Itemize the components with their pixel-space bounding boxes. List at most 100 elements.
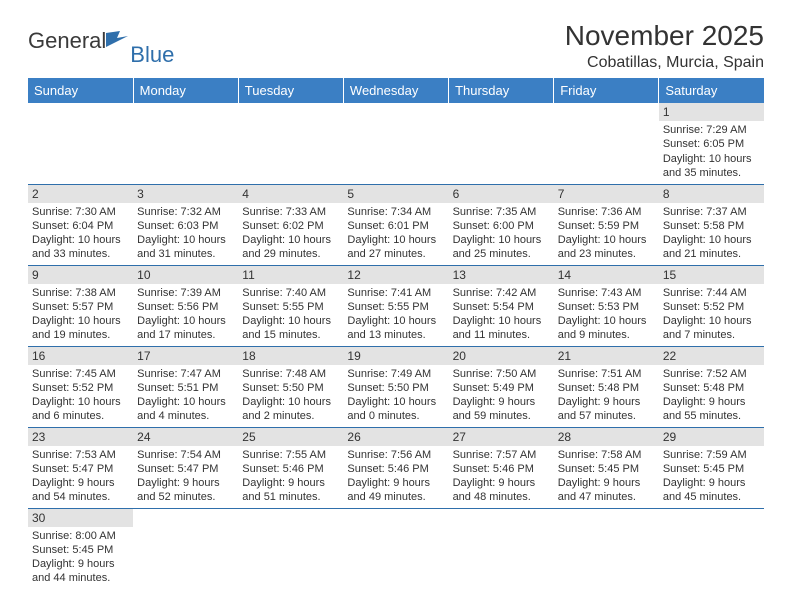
calendar-row: 1Sunrise: 7:29 AMSunset: 6:05 PMDaylight… <box>28 103 764 184</box>
sunset-text: Sunset: 5:53 PM <box>558 300 655 314</box>
daylight-text: Daylight: 10 hours and 11 minutes. <box>453 314 550 342</box>
daylight-text: Daylight: 9 hours and 45 minutes. <box>663 476 760 504</box>
sunset-text: Sunset: 5:51 PM <box>137 381 234 395</box>
calendar-cell <box>133 508 238 589</box>
daylight-text: Daylight: 10 hours and 27 minutes. <box>347 233 444 261</box>
daylight-text: Daylight: 10 hours and 21 minutes. <box>663 233 760 261</box>
calendar-cell <box>238 508 343 589</box>
sunrise-text: Sunrise: 7:34 AM <box>347 205 444 219</box>
daylight-text: Daylight: 9 hours and 44 minutes. <box>32 557 129 585</box>
daylight-text: Daylight: 10 hours and 25 minutes. <box>453 233 550 261</box>
daylight-text: Daylight: 10 hours and 35 minutes. <box>663 152 760 180</box>
day-number <box>343 509 448 513</box>
sunset-text: Sunset: 5:56 PM <box>137 300 234 314</box>
sunrise-text: Sunrise: 7:48 AM <box>242 367 339 381</box>
day-number: 4 <box>238 185 343 203</box>
day-number: 2 <box>28 185 133 203</box>
calendar-cell <box>449 508 554 589</box>
sunset-text: Sunset: 5:46 PM <box>347 462 444 476</box>
sunrise-text: Sunrise: 7:38 AM <box>32 286 129 300</box>
daylight-text: Daylight: 10 hours and 7 minutes. <box>663 314 760 342</box>
day-number <box>659 509 764 513</box>
day-details: Sunrise: 7:58 AMSunset: 5:45 PMDaylight:… <box>554 446 659 506</box>
day-number: 28 <box>554 428 659 446</box>
day-details: Sunrise: 7:33 AMSunset: 6:02 PMDaylight:… <box>238 203 343 263</box>
title-block: November 2025 Cobatillas, Murcia, Spain <box>565 20 764 72</box>
day-number: 1 <box>659 103 764 121</box>
calendar-cell: 5Sunrise: 7:34 AMSunset: 6:01 PMDaylight… <box>343 184 448 265</box>
day-details: Sunrise: 7:30 AMSunset: 6:04 PMDaylight:… <box>28 203 133 263</box>
day-details: Sunrise: 7:40 AMSunset: 5:55 PMDaylight:… <box>238 284 343 344</box>
sunrise-text: Sunrise: 8:00 AM <box>32 529 129 543</box>
day-number <box>343 103 448 107</box>
day-number: 24 <box>133 428 238 446</box>
day-number: 22 <box>659 347 764 365</box>
day-details: Sunrise: 7:47 AMSunset: 5:51 PMDaylight:… <box>133 365 238 425</box>
calendar-body: 1Sunrise: 7:29 AMSunset: 6:05 PMDaylight… <box>28 103 764 589</box>
sunrise-text: Sunrise: 7:49 AM <box>347 367 444 381</box>
day-details: Sunrise: 7:49 AMSunset: 5:50 PMDaylight:… <box>343 365 448 425</box>
calendar-cell <box>28 103 133 184</box>
sunset-text: Sunset: 5:52 PM <box>32 381 129 395</box>
day-details: Sunrise: 7:37 AMSunset: 5:58 PMDaylight:… <box>659 203 764 263</box>
sunset-text: Sunset: 5:59 PM <box>558 219 655 233</box>
day-number: 8 <box>659 185 764 203</box>
sunrise-text: Sunrise: 7:58 AM <box>558 448 655 462</box>
calendar-cell: 27Sunrise: 7:57 AMSunset: 5:46 PMDayligh… <box>449 427 554 508</box>
sunset-text: Sunset: 5:55 PM <box>242 300 339 314</box>
sunrise-text: Sunrise: 7:53 AM <box>32 448 129 462</box>
day-number: 19 <box>343 347 448 365</box>
daylight-text: Daylight: 10 hours and 6 minutes. <box>32 395 129 423</box>
sunset-text: Sunset: 5:45 PM <box>32 543 129 557</box>
sunset-text: Sunset: 5:45 PM <box>663 462 760 476</box>
calendar-cell: 16Sunrise: 7:45 AMSunset: 5:52 PMDayligh… <box>28 346 133 427</box>
weekday-header: Friday <box>554 78 659 103</box>
sunset-text: Sunset: 5:47 PM <box>32 462 129 476</box>
weekday-header: Thursday <box>449 78 554 103</box>
calendar-cell: 17Sunrise: 7:47 AMSunset: 5:51 PMDayligh… <box>133 346 238 427</box>
sunset-text: Sunset: 5:49 PM <box>453 381 550 395</box>
calendar-cell <box>343 103 448 184</box>
sunrise-text: Sunrise: 7:37 AM <box>663 205 760 219</box>
day-details: Sunrise: 7:39 AMSunset: 5:56 PMDaylight:… <box>133 284 238 344</box>
calendar-cell: 30Sunrise: 8:00 AMSunset: 5:45 PMDayligh… <box>28 508 133 589</box>
weekday-header: Saturday <box>659 78 764 103</box>
day-number: 16 <box>28 347 133 365</box>
calendar-row: 9Sunrise: 7:38 AMSunset: 5:57 PMDaylight… <box>28 265 764 346</box>
calendar-cell: 13Sunrise: 7:42 AMSunset: 5:54 PMDayligh… <box>449 265 554 346</box>
day-number: 10 <box>133 266 238 284</box>
sunset-text: Sunset: 5:46 PM <box>453 462 550 476</box>
day-number: 9 <box>28 266 133 284</box>
day-number: 29 <box>659 428 764 446</box>
day-number: 14 <box>554 266 659 284</box>
calendar-cell <box>554 103 659 184</box>
day-number: 5 <box>343 185 448 203</box>
calendar-cell: 19Sunrise: 7:49 AMSunset: 5:50 PMDayligh… <box>343 346 448 427</box>
day-number: 26 <box>343 428 448 446</box>
sunrise-text: Sunrise: 7:40 AM <box>242 286 339 300</box>
calendar-cell: 6Sunrise: 7:35 AMSunset: 6:00 PMDaylight… <box>449 184 554 265</box>
calendar-cell: 2Sunrise: 7:30 AMSunset: 6:04 PMDaylight… <box>28 184 133 265</box>
daylight-text: Daylight: 10 hours and 13 minutes. <box>347 314 444 342</box>
sunset-text: Sunset: 5:45 PM <box>558 462 655 476</box>
sunrise-text: Sunrise: 7:50 AM <box>453 367 550 381</box>
day-details: Sunrise: 7:35 AMSunset: 6:00 PMDaylight:… <box>449 203 554 263</box>
day-details: Sunrise: 8:00 AMSunset: 5:45 PMDaylight:… <box>28 527 133 587</box>
calendar-cell: 28Sunrise: 7:58 AMSunset: 5:45 PMDayligh… <box>554 427 659 508</box>
brand-word2: Blue <box>130 42 174 68</box>
sunset-text: Sunset: 5:47 PM <box>137 462 234 476</box>
sunset-text: Sunset: 5:48 PM <box>663 381 760 395</box>
day-number: 21 <box>554 347 659 365</box>
day-number: 3 <box>133 185 238 203</box>
header-row: General Blue November 2025 Cobatillas, M… <box>28 20 764 72</box>
sunrise-text: Sunrise: 7:43 AM <box>558 286 655 300</box>
sunrise-text: Sunrise: 7:32 AM <box>137 205 234 219</box>
calendar-cell <box>659 508 764 589</box>
sunset-text: Sunset: 6:05 PM <box>663 137 760 151</box>
calendar-cell: 11Sunrise: 7:40 AMSunset: 5:55 PMDayligh… <box>238 265 343 346</box>
sunset-text: Sunset: 5:48 PM <box>558 381 655 395</box>
sunrise-text: Sunrise: 7:55 AM <box>242 448 339 462</box>
sunset-text: Sunset: 6:02 PM <box>242 219 339 233</box>
sunset-text: Sunset: 5:50 PM <box>242 381 339 395</box>
day-number: 25 <box>238 428 343 446</box>
